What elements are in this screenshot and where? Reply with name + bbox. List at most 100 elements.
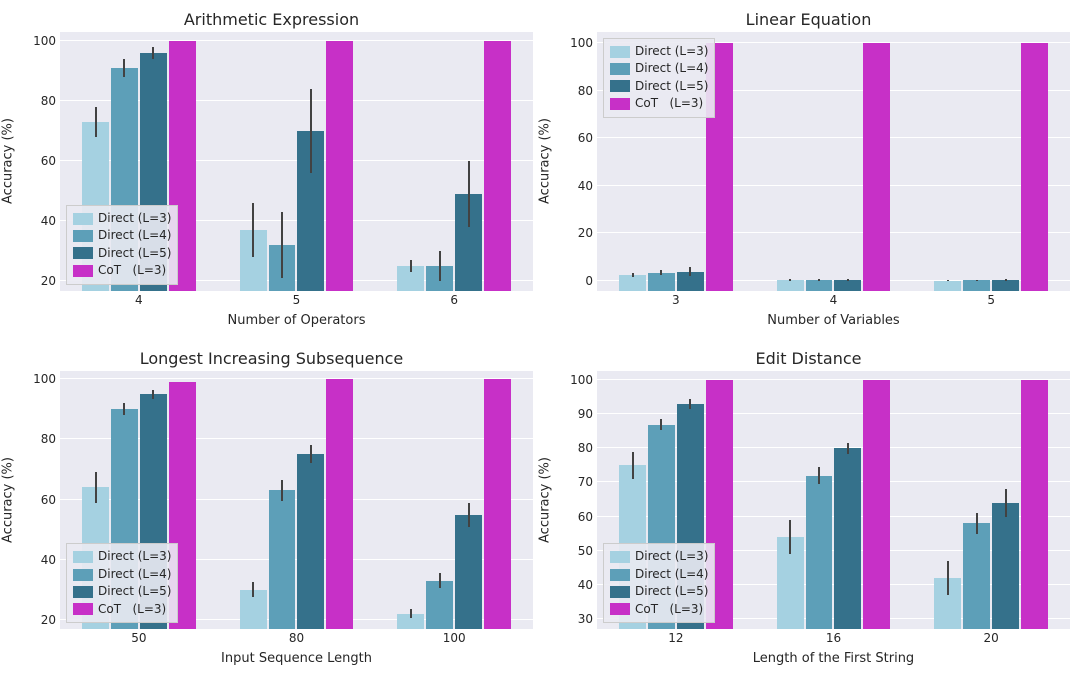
y-tick: 40 bbox=[578, 578, 593, 592]
bar bbox=[326, 32, 353, 291]
legend-item: Direct (L=5) bbox=[73, 245, 171, 262]
legend-swatch bbox=[73, 551, 93, 563]
bar-rect bbox=[297, 454, 324, 629]
error-bar bbox=[152, 390, 154, 399]
x-tick: 3 bbox=[672, 293, 680, 307]
error-bar bbox=[689, 267, 691, 277]
plot-area: Direct (L=3)Direct (L=4)Direct (L=5)CoT … bbox=[597, 371, 1070, 630]
x-tick: 100 bbox=[443, 631, 466, 645]
legend-item: Direct (L=4) bbox=[610, 60, 708, 77]
bar-rect bbox=[648, 273, 675, 291]
legend-item: CoT (L=3) bbox=[73, 262, 171, 279]
plot-area: Direct (L=3)Direct (L=4)Direct (L=5)CoT … bbox=[60, 371, 533, 630]
plot-area: Direct (L=3)Direct (L=4)Direct (L=5)CoT … bbox=[60, 32, 533, 291]
x-tick: 80 bbox=[289, 631, 304, 645]
bar-group bbox=[934, 370, 1048, 629]
error-bar bbox=[252, 582, 254, 597]
error-bar bbox=[947, 561, 949, 595]
bar-rect bbox=[934, 281, 961, 291]
error-bar bbox=[152, 47, 154, 59]
legend: Direct (L=3)Direct (L=4)Direct (L=5)CoT … bbox=[66, 205, 178, 285]
bar bbox=[834, 370, 861, 629]
y-tick-col: 020406080100 bbox=[565, 32, 597, 291]
y-tick: 60 bbox=[578, 510, 593, 524]
x-tick-row: 345 bbox=[597, 291, 1070, 309]
legend-label: Direct (L=5) bbox=[635, 583, 708, 600]
panel-title: Longest Increasing Subsequence bbox=[10, 349, 533, 369]
bar-group bbox=[240, 32, 354, 291]
legend-label: Direct (L=5) bbox=[635, 78, 708, 95]
error-bar bbox=[439, 251, 441, 281]
error-bar bbox=[789, 279, 791, 281]
y-tick: 40 bbox=[41, 214, 56, 228]
error-bar bbox=[281, 212, 283, 278]
y-tick: 60 bbox=[41, 493, 56, 507]
bar-rect bbox=[777, 280, 804, 291]
y-axis-label: Accuracy (%) bbox=[538, 457, 553, 543]
error-bar bbox=[632, 452, 634, 479]
y-tick: 90 bbox=[578, 407, 593, 421]
legend-item: Direct (L=4) bbox=[610, 566, 708, 583]
bar bbox=[326, 370, 353, 629]
error-bar bbox=[439, 573, 441, 588]
bar bbox=[777, 370, 804, 629]
error-bar bbox=[847, 443, 849, 453]
plot-row: Accuracy (%)30405060708090100Direct (L=3… bbox=[547, 371, 1070, 630]
panel-edit: Edit DistanceAccuracy (%)304050607080901… bbox=[547, 349, 1070, 670]
figure-grid: Arithmetic Expression Accuracy (%) 20 40 60 8… bbox=[10, 10, 1070, 669]
error-bar bbox=[947, 280, 949, 281]
legend: Direct (L=3)Direct (L=4)Direct (L=5)CoT … bbox=[66, 543, 178, 623]
x-tick: 20 bbox=[984, 631, 999, 645]
bar bbox=[992, 370, 1019, 629]
bar-rect bbox=[863, 380, 890, 629]
legend-swatch bbox=[610, 63, 630, 75]
bar bbox=[297, 370, 324, 629]
error-bar bbox=[468, 503, 470, 527]
bar-rect bbox=[1021, 380, 1048, 629]
panel-title: Arithmetic Expression bbox=[10, 10, 533, 30]
bar-group bbox=[934, 32, 1048, 291]
panel-lis: Longest Increasing SubsequenceAccuracy (… bbox=[10, 349, 533, 670]
bar bbox=[863, 370, 890, 629]
legend-label: CoT (L=3) bbox=[635, 601, 703, 618]
legend-swatch bbox=[73, 247, 93, 259]
error-bar bbox=[281, 480, 283, 501]
x-tick: 4 bbox=[135, 293, 143, 307]
bar-rect bbox=[326, 41, 353, 291]
bar-rect bbox=[992, 503, 1019, 629]
bar-rect bbox=[834, 448, 861, 629]
bar bbox=[240, 370, 267, 629]
error-bar bbox=[310, 89, 312, 173]
bar-rect bbox=[484, 379, 511, 629]
plot-area: Direct (L=3)Direct (L=4)Direct (L=5)CoT … bbox=[597, 32, 1070, 291]
error-bar bbox=[976, 280, 978, 281]
bar bbox=[934, 32, 961, 291]
bar-rect bbox=[992, 280, 1019, 290]
bar bbox=[806, 32, 833, 291]
plot-row: Accuracy (%)20406080100Direct (L=3)Direc… bbox=[10, 371, 533, 630]
x-tick: 5 bbox=[293, 293, 301, 307]
legend-item: CoT (L=3) bbox=[73, 601, 171, 618]
bar bbox=[963, 32, 990, 291]
y-tick: 20 bbox=[41, 274, 56, 288]
error-bar bbox=[689, 399, 691, 409]
legend-swatch bbox=[73, 586, 93, 598]
error-bar bbox=[123, 59, 125, 77]
legend-label: Direct (L=3) bbox=[98, 548, 171, 565]
y-tick-col: 20406080100 bbox=[28, 371, 60, 630]
y-axis-label: Accuracy (%) bbox=[1, 457, 16, 543]
legend-swatch bbox=[610, 569, 630, 581]
legend-item: Direct (L=5) bbox=[610, 583, 708, 600]
bar bbox=[963, 370, 990, 629]
y-tick: 80 bbox=[578, 441, 593, 455]
legend-label: Direct (L=3) bbox=[635, 43, 708, 60]
bar-rect bbox=[484, 41, 511, 291]
legend-item: Direct (L=3) bbox=[73, 210, 171, 227]
bar bbox=[863, 32, 890, 291]
legend-label: Direct (L=4) bbox=[635, 60, 708, 77]
y-tick: 40 bbox=[41, 553, 56, 567]
legend-item: Direct (L=4) bbox=[73, 227, 171, 244]
error-bar bbox=[410, 260, 412, 272]
y-tick: 80 bbox=[578, 84, 593, 98]
legend-swatch bbox=[73, 603, 93, 615]
